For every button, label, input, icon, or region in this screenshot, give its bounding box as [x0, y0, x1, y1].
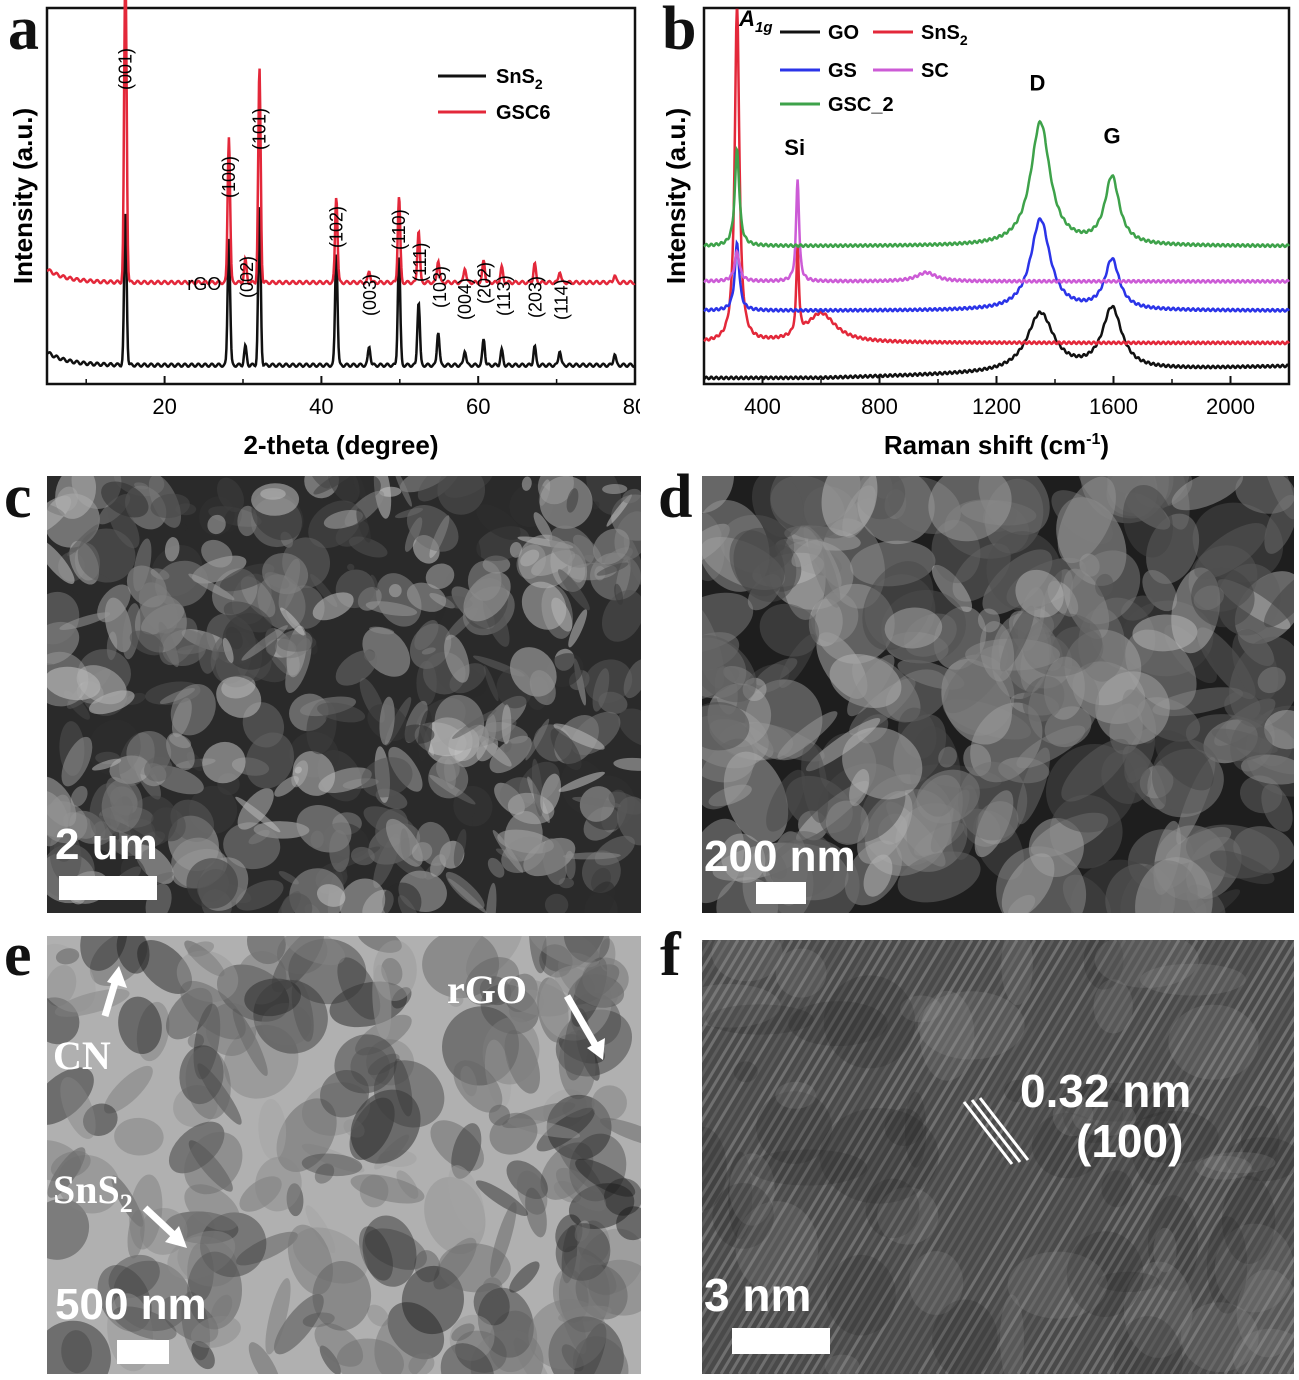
x-tick-label: 40 [309, 394, 333, 419]
peak-annotation: G [1103, 124, 1120, 149]
peak-annotation: D [1030, 71, 1046, 96]
peak-annotation: (111) [410, 243, 430, 282]
y-axis-label: Intensity (a.u.) [661, 108, 691, 284]
peak-annotation: A1g [738, 6, 772, 36]
peak-annotation: (203) [525, 276, 545, 318]
x-tick-label: 2000 [1206, 394, 1255, 419]
scale-label: 2 um [55, 820, 158, 869]
panel-label-a: a [8, 0, 39, 63]
scale-bar [756, 882, 806, 904]
series-line-go [703, 304, 1291, 381]
annotation-arrows [101, 966, 605, 1248]
legend-label: GSC_2 [828, 94, 894, 116]
hrtem-image: 0.32 nm (100) 3 nm [702, 940, 1294, 1374]
lattice-marker [962, 1097, 1030, 1165]
x-tick-label: 1200 [972, 394, 1021, 419]
legend-label: SnS2 [921, 22, 968, 48]
y-axis-label: Intensity (a.u.) [8, 108, 38, 284]
peak-annotation: (103) [430, 266, 450, 308]
series-line-gsc6 [46, 0, 636, 286]
series-line-sns2 [703, 8, 1291, 346]
series-line-gsc_2 [703, 119, 1291, 249]
x-tick-label: 400 [744, 394, 781, 419]
series-line-sns2 [46, 207, 636, 369]
x-tick-label: 800 [861, 394, 898, 419]
lattice-spacing-label: 0.32 nm [1020, 1065, 1192, 1117]
scale-label: 3 nm [704, 1269, 812, 1321]
tem-image: CN rGO SnS2 500 nm [47, 936, 641, 1374]
peak-annotation: (003) [360, 274, 380, 316]
peak-annotation: (101) [249, 108, 269, 150]
sem-image-high-mag: 200 nm [702, 476, 1294, 913]
legend-label: GSC6 [496, 102, 550, 124]
peak-annotation: rGO [187, 274, 221, 294]
peak-annotation: (100) [219, 156, 239, 198]
x-tick-label: 60 [466, 394, 490, 419]
xrd-chart: 20 40 60 80 2-theta (degree) Intensity (a.u.)… [8, 0, 640, 460]
panel-label-c: c [4, 463, 32, 531]
peak-annotation: (110) [389, 209, 409, 250]
panel-label-f: f [660, 921, 681, 989]
peak-annotation: (004) [455, 278, 475, 320]
plot-frame [45, 6, 637, 386]
x-tick-label: 1600 [1089, 394, 1138, 419]
x-tick-label: 80 [623, 394, 640, 419]
peak-annotation: Si [784, 135, 805, 160]
peak-annotation: (001) [115, 48, 135, 90]
peak-annotation: (102) [326, 206, 346, 248]
peak-annotation: (113) [494, 275, 514, 316]
sem-image-low-mag: 2 um [47, 476, 641, 913]
x-axis-label: Raman shift (cm-1) [884, 430, 1109, 460]
legend-label: SC [921, 60, 949, 82]
scale-bar [59, 876, 157, 900]
peak-annotation: (002) [237, 256, 257, 298]
sns2-label: SnS2 [53, 1167, 133, 1218]
panel-label-e: e [4, 921, 32, 989]
raman-chart: 400 800 1200 1600 2000 Raman shift (cm-1) Inte… [661, 6, 1291, 460]
x-tick-label: 20 [152, 394, 176, 419]
cn-label: CN [53, 1033, 111, 1078]
panel-label-d: d [658, 463, 693, 531]
lattice-plane-label: (100) [1076, 1115, 1184, 1167]
legend-label: GO [828, 22, 859, 44]
legend-label: SnS2 [496, 66, 543, 92]
scale-label: 500 nm [55, 1280, 207, 1329]
scale-label: 200 nm [704, 832, 856, 881]
series-line-sc [703, 179, 1290, 284]
legend-label: GS [828, 60, 857, 82]
panel-label-b: b [662, 0, 697, 63]
x-axis-label: 2-theta (degree) [243, 430, 438, 460]
scale-bar [117, 1340, 169, 1364]
series-line-gs [703, 217, 1290, 313]
peak-annotation: (202) [474, 262, 494, 304]
peak-annotation: (114) [551, 279, 571, 320]
scale-bar [732, 1328, 830, 1354]
rgo-label: rGO [447, 967, 527, 1012]
